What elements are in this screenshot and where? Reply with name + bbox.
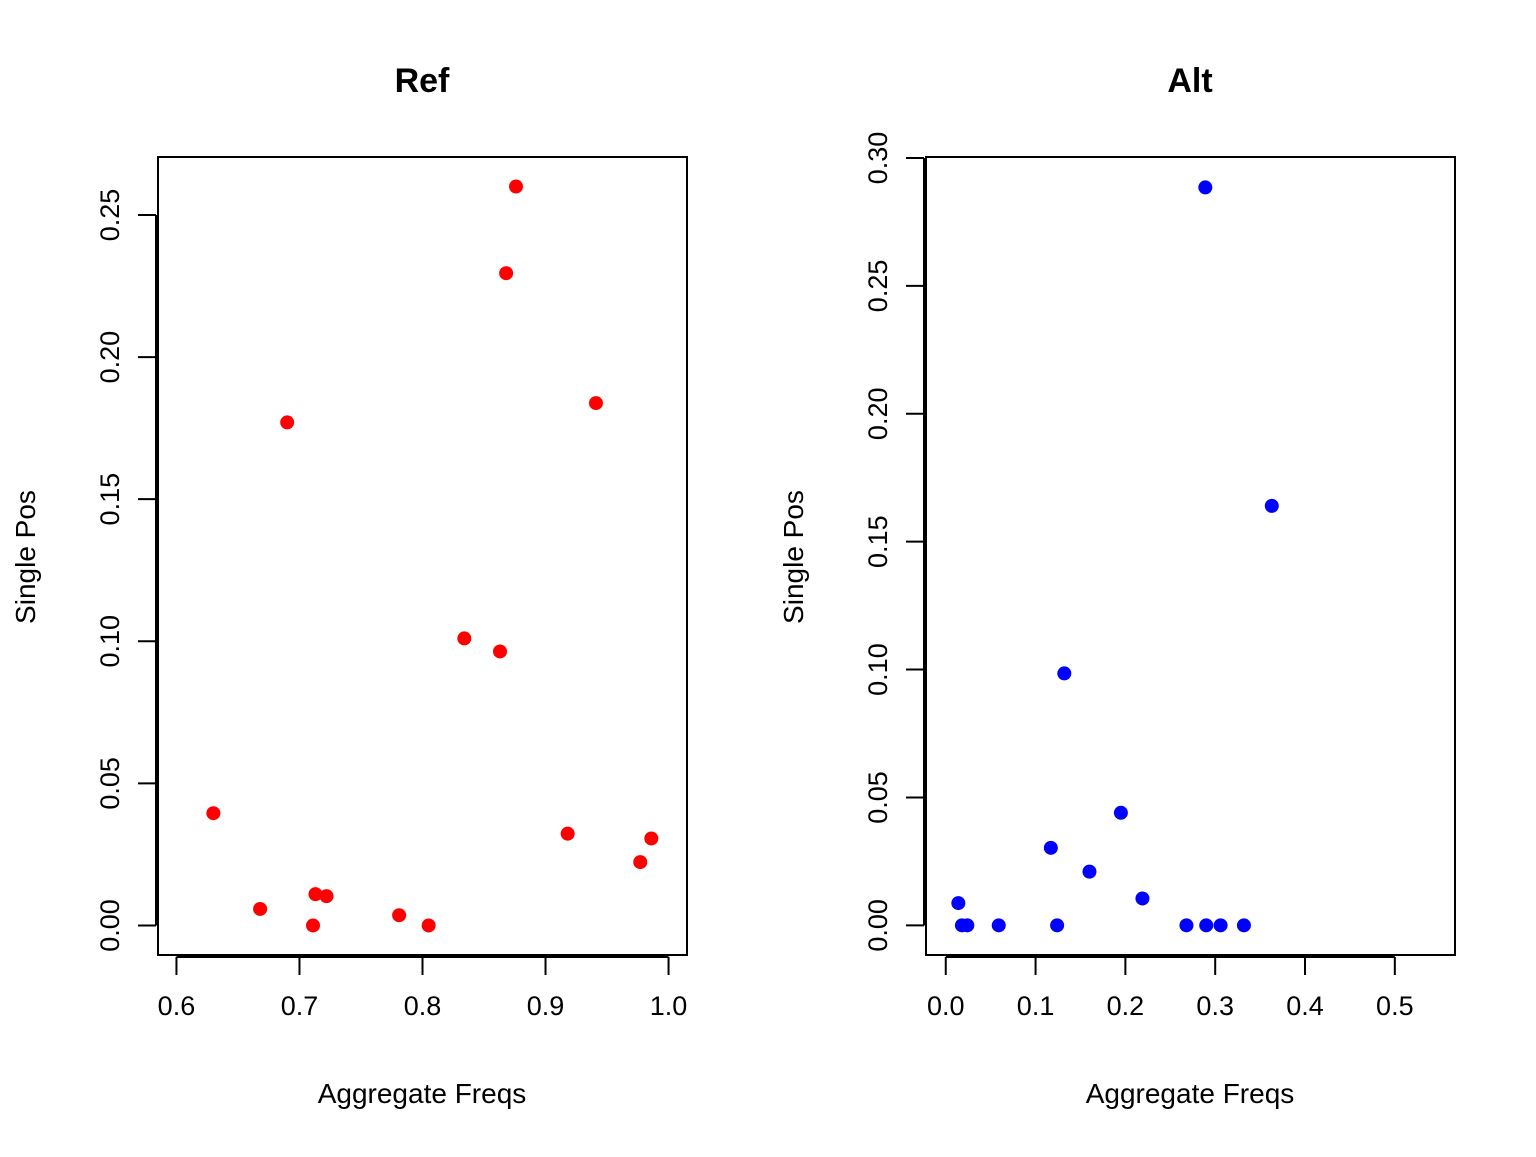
- alt-y-tick-label: 0.15: [863, 515, 893, 568]
- alt-y-tick-label: 0.25: [863, 260, 893, 313]
- alt-x-tick-label: 0.4: [1286, 991, 1324, 1021]
- alt-x-tick-label: 0.0: [927, 991, 965, 1021]
- alt-data-point: [1082, 864, 1097, 879]
- ref-data-point: [421, 918, 436, 933]
- alt-x-axis-label: Aggregate Freqs: [1086, 1078, 1295, 1109]
- ref-data-point: [319, 889, 334, 904]
- alt-x-tick-label: 0.1: [1017, 991, 1055, 1021]
- ref-data-point: [392, 908, 407, 923]
- alt-data-point: [1198, 180, 1213, 195]
- ref-data-point: [633, 855, 648, 870]
- alt-y-axis-label: Single Pos: [778, 490, 809, 624]
- ref-y-tick-label: 0.20: [95, 331, 125, 384]
- alt-y-tick-label: 0.20: [863, 388, 893, 441]
- ref-x-axis: 0.6 0.7 0.8 0.9 1.0: [158, 956, 688, 1021]
- alt-x-axis: 0.0 0.1 0.2 0.3 0.4 0.5: [927, 956, 1414, 1021]
- alt-y-axis: 0.00 0.05 0.10 0.15 0.20 0.25 0.30: [863, 132, 925, 952]
- alt-y-tick-label: 0.05: [863, 771, 893, 824]
- alt-plot-frame: [925, 156, 1456, 956]
- alt-data-point: [1113, 805, 1128, 820]
- ref-data-point: [508, 179, 523, 194]
- ref-points: [206, 179, 659, 933]
- alt-data-point: [1213, 918, 1228, 933]
- ref-y-axis: 0.00 0.05 0.10 0.15 0.20 0.25: [95, 189, 157, 952]
- ref-x-tick-label: 0.8: [404, 991, 442, 1021]
- alt-data-point: [1199, 918, 1214, 933]
- ref-data-point: [306, 918, 321, 933]
- ref-data-point: [280, 415, 295, 430]
- ref-data-point: [499, 266, 514, 281]
- ref-x-tick-label: 1.0: [650, 991, 688, 1021]
- ref-y-tick-label: 0.00: [95, 899, 125, 952]
- ref-plot-frame: [157, 156, 688, 956]
- ref-x-axis-label: Aggregate Freqs: [318, 1078, 527, 1109]
- ref-data-point: [308, 887, 323, 902]
- ref-x-tick-label: 0.6: [158, 991, 196, 1021]
- ref-data-point: [644, 831, 659, 846]
- alt-y-tick-label: 0.30: [863, 132, 893, 185]
- alt-data-point: [1057, 666, 1072, 681]
- alt-data-point: [960, 918, 975, 933]
- ref-panel: Ref Aggregate Freqs Single Pos 0.6 0.7 0.8…: [10, 62, 688, 1109]
- alt-data-point: [1050, 918, 1065, 933]
- ref-data-point: [457, 631, 472, 646]
- alt-data-point: [1179, 918, 1194, 933]
- alt-data-point: [1043, 840, 1058, 855]
- alt-data-point: [1264, 498, 1279, 513]
- ref-y-axis-label: Single Pos: [10, 490, 41, 624]
- alt-data-point: [991, 918, 1006, 933]
- alt-panel: Alt Aggregate Freqs Single Pos 0.0 0.1 0.2…: [778, 62, 1456, 1109]
- ref-data-point: [588, 396, 603, 411]
- alt-points: [951, 180, 1279, 933]
- alt-data-point: [1236, 918, 1251, 933]
- ref-data-point: [253, 901, 268, 916]
- ref-chart-title: Ref: [395, 62, 450, 100]
- alt-y-tick-label: 0.00: [863, 899, 893, 952]
- alt-x-tick-label: 0.3: [1196, 991, 1234, 1021]
- ref-data-point: [560, 826, 575, 841]
- ref-y-tick-label: 0.15: [95, 473, 125, 526]
- ref-y-tick-label: 0.05: [95, 757, 125, 810]
- ref-x-tick-label: 0.9: [527, 991, 565, 1021]
- alt-x-tick-label: 0.5: [1376, 991, 1414, 1021]
- alt-chart-title: Alt: [1167, 62, 1212, 100]
- ref-y-tick-label: 0.25: [95, 189, 125, 242]
- ref-x-tick-label: 0.7: [281, 991, 319, 1021]
- ref-data-point: [493, 644, 508, 659]
- ref-data-point: [206, 806, 221, 821]
- alt-data-point: [951, 896, 966, 911]
- alt-data-point: [1135, 891, 1150, 906]
- alt-y-tick-label: 0.10: [863, 643, 893, 696]
- alt-x-tick-label: 0.2: [1107, 991, 1145, 1021]
- ref-y-tick-label: 0.10: [95, 615, 125, 668]
